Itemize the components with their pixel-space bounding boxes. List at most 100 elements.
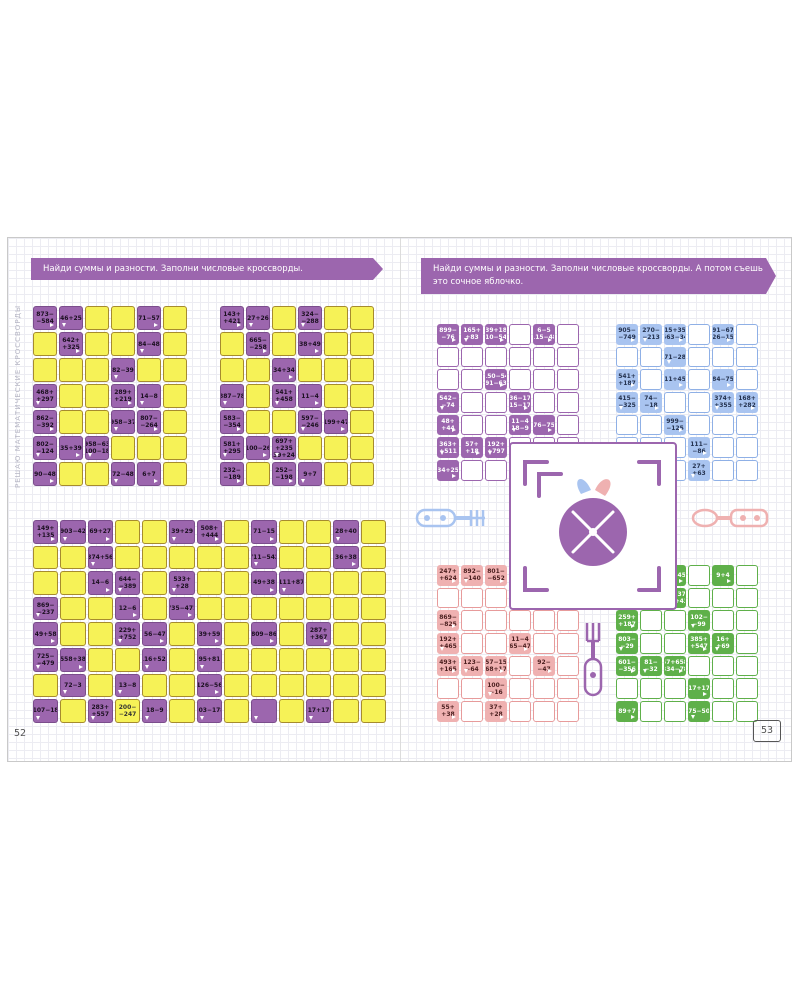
answer-cell[interactable] xyxy=(350,306,374,330)
answer-cell[interactable] xyxy=(85,332,109,356)
answer-cell[interactable] xyxy=(246,384,270,408)
answer-cell[interactable] xyxy=(324,384,348,408)
answer-cell[interactable] xyxy=(688,414,710,436)
answer-cell[interactable] xyxy=(85,306,109,330)
answer-cell[interactable] xyxy=(350,410,374,434)
answer-cell[interactable] xyxy=(333,622,359,646)
answer-cell[interactable] xyxy=(360,520,386,544)
answer-cell[interactable] xyxy=(557,701,579,722)
answer-cell[interactable] xyxy=(224,545,250,570)
answer-cell[interactable] xyxy=(664,678,686,700)
answer-cell[interactable] xyxy=(461,678,483,700)
answer-cell[interactable] xyxy=(251,596,277,621)
answer-cell[interactable] xyxy=(224,622,250,646)
answer-cell[interactable] xyxy=(220,358,244,382)
answer-cell[interactable] xyxy=(712,610,734,632)
answer-cell[interactable] xyxy=(640,633,662,654)
answer-cell[interactable] xyxy=(712,655,734,677)
answer-cell[interactable] xyxy=(485,460,507,481)
answer-cell[interactable] xyxy=(485,346,507,368)
answer-cell[interactable]: 200− −247 xyxy=(114,699,141,723)
answer-cell[interactable] xyxy=(509,701,531,722)
answer-cell[interactable] xyxy=(664,633,686,654)
answer-cell[interactable] xyxy=(533,392,555,413)
answer-cell[interactable] xyxy=(640,701,662,722)
answer-cell[interactable] xyxy=(360,622,386,646)
answer-cell[interactable] xyxy=(85,358,109,382)
answer-cell[interactable] xyxy=(533,346,555,368)
answer-cell[interactable] xyxy=(324,436,348,460)
answer-cell[interactable] xyxy=(224,647,250,672)
answer-cell[interactable] xyxy=(461,414,483,436)
answer-cell[interactable] xyxy=(360,647,386,672)
answer-cell[interactable] xyxy=(712,460,734,481)
answer-cell[interactable] xyxy=(350,436,374,460)
answer-cell[interactable] xyxy=(736,678,758,700)
answer-cell[interactable] xyxy=(278,699,304,723)
answer-cell[interactable] xyxy=(437,587,459,609)
answer-cell[interactable] xyxy=(616,346,638,368)
answer-cell[interactable] xyxy=(664,392,686,413)
answer-cell[interactable] xyxy=(59,462,83,486)
answer-cell[interactable] xyxy=(278,520,304,544)
answer-cell[interactable] xyxy=(59,410,83,434)
answer-cell[interactable] xyxy=(736,655,758,677)
answer-cell[interactable] xyxy=(557,414,579,436)
answer-cell[interactable] xyxy=(85,462,109,486)
answer-cell[interactable] xyxy=(87,647,113,672)
answer-cell[interactable] xyxy=(224,673,250,698)
answer-cell[interactable] xyxy=(736,633,758,654)
answer-cell[interactable] xyxy=(59,358,83,382)
answer-cell[interactable] xyxy=(163,436,187,460)
answer-cell[interactable] xyxy=(557,678,579,700)
answer-cell[interactable] xyxy=(640,678,662,700)
answer-cell[interactable] xyxy=(557,346,579,368)
answer-cell[interactable] xyxy=(196,545,223,570)
answer-cell[interactable] xyxy=(533,369,555,391)
answer-cell[interactable] xyxy=(736,437,758,459)
answer-cell[interactable] xyxy=(736,324,758,345)
answer-cell[interactable] xyxy=(87,596,113,621)
answer-cell[interactable] xyxy=(509,655,531,677)
answer-cell[interactable] xyxy=(360,571,386,595)
answer-cell[interactable] xyxy=(640,414,662,436)
answer-cell[interactable] xyxy=(246,410,270,434)
answer-cell[interactable] xyxy=(640,369,662,391)
answer-cell[interactable] xyxy=(324,332,348,356)
answer-cell[interactable] xyxy=(712,678,734,700)
answer-cell[interactable] xyxy=(485,610,507,632)
answer-cell[interactable] xyxy=(736,610,758,632)
answer-cell[interactable] xyxy=(485,414,507,436)
answer-cell[interactable] xyxy=(196,571,223,595)
answer-cell[interactable] xyxy=(163,462,187,486)
answer-cell[interactable] xyxy=(688,346,710,368)
answer-cell[interactable] xyxy=(664,701,686,722)
answer-cell[interactable] xyxy=(736,414,758,436)
answer-cell[interactable] xyxy=(114,545,141,570)
answer-cell[interactable] xyxy=(163,358,187,382)
answer-cell[interactable] xyxy=(169,673,195,698)
answer-cell[interactable] xyxy=(251,673,277,698)
answer-cell[interactable] xyxy=(350,358,374,382)
answer-cell[interactable] xyxy=(736,565,758,586)
answer-cell[interactable] xyxy=(333,571,359,595)
answer-cell[interactable] xyxy=(33,571,59,595)
answer-cell[interactable] xyxy=(324,462,348,486)
answer-cell[interactable] xyxy=(640,610,662,632)
answer-cell[interactable] xyxy=(85,384,109,408)
answer-cell[interactable] xyxy=(85,410,109,434)
answer-cell[interactable] xyxy=(111,332,135,356)
answer-cell[interactable] xyxy=(557,324,579,345)
answer-cell[interactable] xyxy=(688,587,710,609)
answer-cell[interactable] xyxy=(736,587,758,609)
answer-cell[interactable] xyxy=(60,571,86,595)
answer-cell[interactable] xyxy=(246,462,270,486)
answer-cell[interactable] xyxy=(616,414,638,436)
answer-cell[interactable] xyxy=(557,369,579,391)
answer-cell[interactable] xyxy=(485,633,507,654)
answer-cell[interactable] xyxy=(169,699,195,723)
answer-cell[interactable] xyxy=(251,647,277,672)
answer-cell[interactable] xyxy=(87,673,113,698)
answer-cell[interactable] xyxy=(142,596,168,621)
answer-cell[interactable] xyxy=(461,610,483,632)
